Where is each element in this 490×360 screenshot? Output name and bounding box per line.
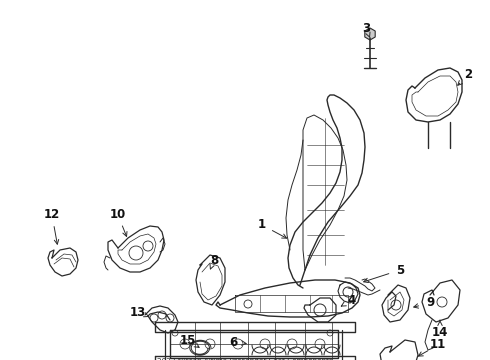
Text: 15: 15	[180, 333, 196, 346]
Text: 12: 12	[44, 208, 60, 221]
Text: 14: 14	[432, 325, 448, 338]
Text: 1: 1	[258, 219, 266, 231]
Text: 11: 11	[430, 338, 446, 351]
Text: 10: 10	[110, 208, 126, 221]
Text: 9: 9	[426, 297, 434, 310]
Text: 6: 6	[229, 336, 237, 348]
Text: 5: 5	[396, 264, 404, 276]
Text: 3: 3	[362, 22, 370, 35]
Text: 4: 4	[348, 293, 356, 306]
Text: 13: 13	[130, 306, 146, 319]
Text: 2022 Nissan Altima Passenger Seat Components: 2022 Nissan Altima Passenger Seat Compon…	[157, 358, 333, 360]
Text: 2: 2	[464, 68, 472, 81]
Text: 8: 8	[210, 253, 218, 266]
